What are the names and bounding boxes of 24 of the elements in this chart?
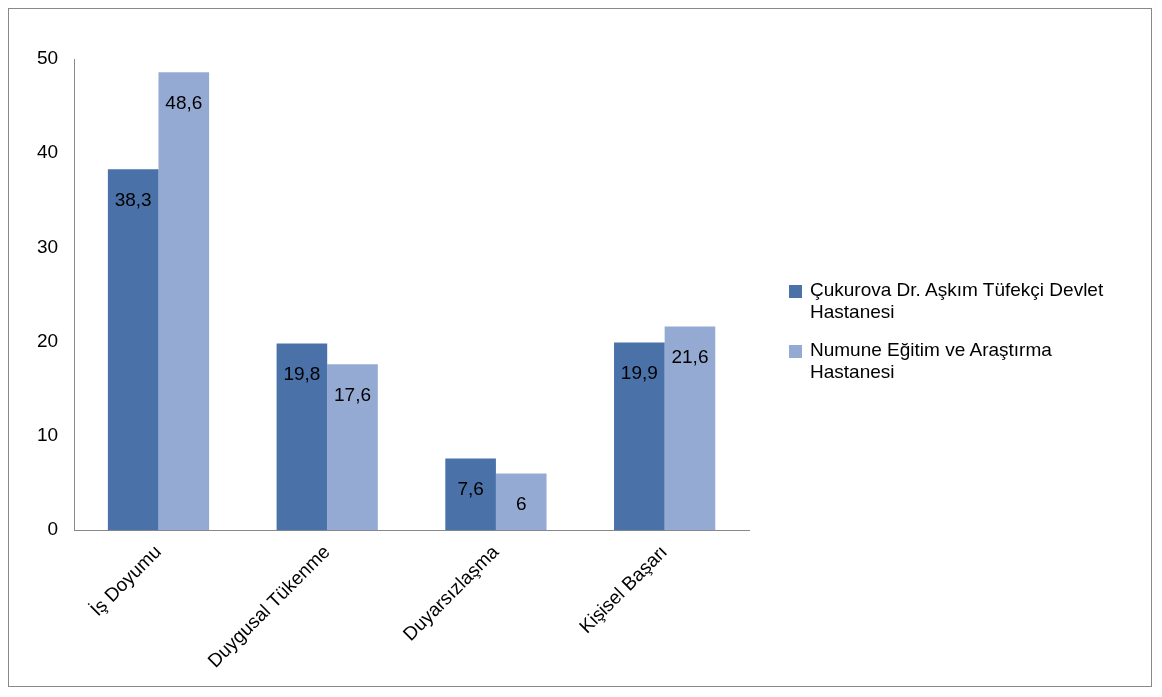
bar <box>276 343 328 531</box>
data-label: 38,3 <box>114 188 152 210</box>
bar <box>107 169 159 531</box>
data-label: 48,6 <box>165 91 203 113</box>
bar <box>614 342 665 531</box>
data-label: 19,9 <box>620 362 658 384</box>
bar <box>664 326 716 531</box>
bar <box>495 473 547 531</box>
legend-label: Çukurova Dr. Aşkım Tüfekçi Devlet Hastanesi <box>810 279 1105 323</box>
y-tick-label: 30 <box>36 235 59 257</box>
bar <box>445 458 496 531</box>
y-tick-label: 10 <box>36 424 59 446</box>
data-label: 6 <box>515 493 527 515</box>
y-tick-label: 20 <box>36 329 59 351</box>
data-label: 7,6 <box>457 478 484 500</box>
bar <box>327 364 378 531</box>
y-tick-label: 40 <box>36 141 59 163</box>
y-tick-label: 0 <box>47 518 59 540</box>
data-label: 17,6 <box>334 384 372 406</box>
data-label: 21,6 <box>671 346 709 368</box>
legend-label: Numune Eğitim ve Araştırma Hastanesi <box>810 339 1053 383</box>
data-label: 19,8 <box>283 363 321 385</box>
bar <box>158 72 210 531</box>
y-tick-label: 50 <box>36 47 59 69</box>
